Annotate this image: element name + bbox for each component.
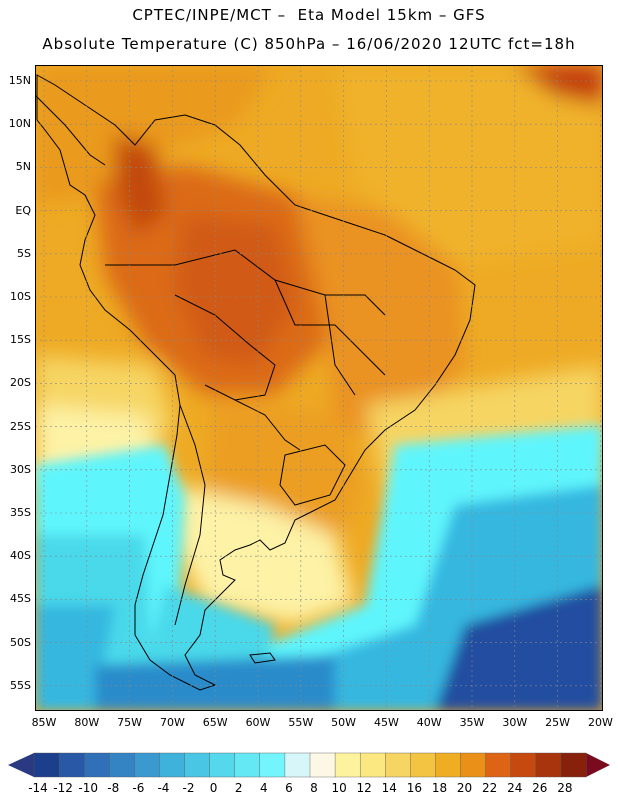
lon-tick-label: 50W: [331, 716, 357, 729]
colorbar-cell: [109, 752, 135, 778]
colorbar-tick-label: 28: [557, 781, 573, 795]
colorbar-cell: [485, 752, 512, 778]
lat-tick-label: 25S: [10, 419, 31, 433]
colorbar-cell: [83, 752, 110, 778]
colorbar-cell: [184, 752, 211, 778]
lat-tick-label: 10N: [8, 117, 31, 131]
temperature-map: [35, 65, 603, 711]
colorbar-tick-label: 20: [456, 781, 473, 795]
lon-tick-label: 55W: [288, 716, 314, 729]
colorbar-tick-label: 18: [431, 781, 448, 795]
colorbar-tick-label: 4: [259, 781, 268, 795]
country-border-argentina: [174, 404, 206, 626]
colorbar-tick-label: 10: [331, 781, 347, 795]
lon-tick-label: 60W: [245, 716, 271, 729]
lon-tick-label: 75W: [117, 716, 143, 729]
colorbar-tick-label: -8: [107, 781, 120, 795]
falkland-islands: [249, 652, 276, 664]
colorbar-tick-label: 22: [481, 781, 498, 795]
field-hottest-core: [115, 135, 165, 235]
colorbar-cell: [134, 752, 160, 778]
colorbar-tick-label: -14: [28, 781, 48, 795]
colorbar-cell: [460, 752, 487, 778]
colorbar-cell: [359, 752, 386, 778]
coastline: [35, 74, 476, 691]
colorbar-cell: [309, 752, 336, 778]
lon-tick-label: 35W: [459, 716, 485, 729]
field-cool-argentina: [175, 485, 355, 625]
colorbar: [0, 750, 618, 800]
chart-subtitle: Absolute Temperature (C) 850hPa – 16/06/…: [42, 35, 576, 53]
field-hot-central: [175, 215, 295, 365]
colorbar-tick-label: 6: [285, 781, 293, 795]
lon-tick-label: 85W: [31, 716, 57, 729]
lat-tick-label: 20S: [10, 376, 31, 390]
colorbar-cell: [560, 752, 587, 778]
chart-title: CPTEC/INPE/MCT – Eta Model 15km – GFS: [132, 6, 486, 24]
uruguay-outline: [279, 444, 346, 506]
lat-tick-label: 35S: [10, 506, 31, 519]
lat-tick-label: 40S: [10, 549, 31, 563]
colorbar-cell: [535, 752, 562, 778]
colorbar-cell: [435, 752, 462, 778]
lat-tick-label: 15S: [10, 333, 31, 347]
map-border: [35, 65, 603, 711]
lat-tick-label: 5N: [15, 160, 31, 174]
lon-tick-label: 20W: [587, 716, 613, 729]
colorbar-cell: [385, 752, 411, 778]
lon-tick-label: 45W: [373, 716, 399, 729]
colorbar-tick-label: -4: [157, 781, 170, 795]
lat-tick-label: 5S: [17, 246, 31, 260]
lon-tick-label: 70W: [159, 716, 185, 729]
colorbar-tick-label: -10: [78, 781, 98, 795]
colorbar-tick-label: 26: [532, 781, 548, 795]
colorbar-over-arrow: [586, 753, 610, 777]
colorbar-under-arrow: [8, 753, 34, 777]
lon-tick-label: 40W: [416, 716, 442, 729]
lat-tick-label: 15N: [8, 74, 31, 87]
country-border-paraguay: [234, 399, 301, 451]
lat-tick-label: 45S: [10, 592, 31, 606]
country-border-brazil-states: [274, 279, 386, 396]
colorbar-cell: [159, 752, 186, 778]
colorbar-cell: [58, 752, 85, 778]
lat-tick-label: 50S: [10, 635, 31, 649]
colorbar-tick-label: 8: [310, 781, 318, 795]
cold-field: [35, 425, 603, 711]
colorbar-tick-label: 0: [209, 781, 218, 795]
colorbar-tick-label: 2: [234, 781, 243, 795]
colorbar-cell: [209, 752, 236, 778]
central-america-outline: [35, 94, 106, 166]
lon-tick-label: 25W: [545, 716, 571, 729]
colorbar-tick-label: 14: [381, 781, 397, 795]
lat-tick-label: 55S: [10, 678, 31, 692]
lat-tick-label: 10S: [10, 290, 31, 303]
colorbar-tick-label: 16: [406, 781, 422, 795]
colorbar-cell: [234, 752, 261, 778]
field-ocean-north: [335, 65, 603, 265]
colorbar-tick-label: -6: [132, 781, 145, 795]
field-warm-east: [295, 195, 465, 445]
lon-tick-label: 80W: [74, 716, 100, 729]
colorbar-tick-label: -12: [53, 781, 73, 795]
colorbar-cell: [33, 752, 60, 778]
colorbar-cell: [510, 752, 537, 778]
field-ne-corner: [515, 65, 603, 105]
field-coldest-atlantic: [435, 585, 603, 711]
south-america-coastline: [36, 74, 476, 691]
colorbar-tick-label: 12: [356, 781, 372, 795]
lat-tick-label: EQ: [15, 203, 31, 217]
field-cold-drake: [95, 655, 335, 711]
colorbar-tick-label: 24: [507, 781, 523, 795]
lat-tick-label: 30S: [10, 462, 31, 476]
lon-tick-label: 65W: [202, 716, 228, 729]
colorbar-cell: [334, 752, 361, 778]
colorbar-cell: [284, 752, 311, 778]
colorbar-cell: [259, 752, 286, 778]
colorbar-cell: [410, 752, 436, 778]
lon-tick-label: 30W: [502, 716, 528, 729]
colorbar-tick-label: -2: [182, 781, 195, 795]
